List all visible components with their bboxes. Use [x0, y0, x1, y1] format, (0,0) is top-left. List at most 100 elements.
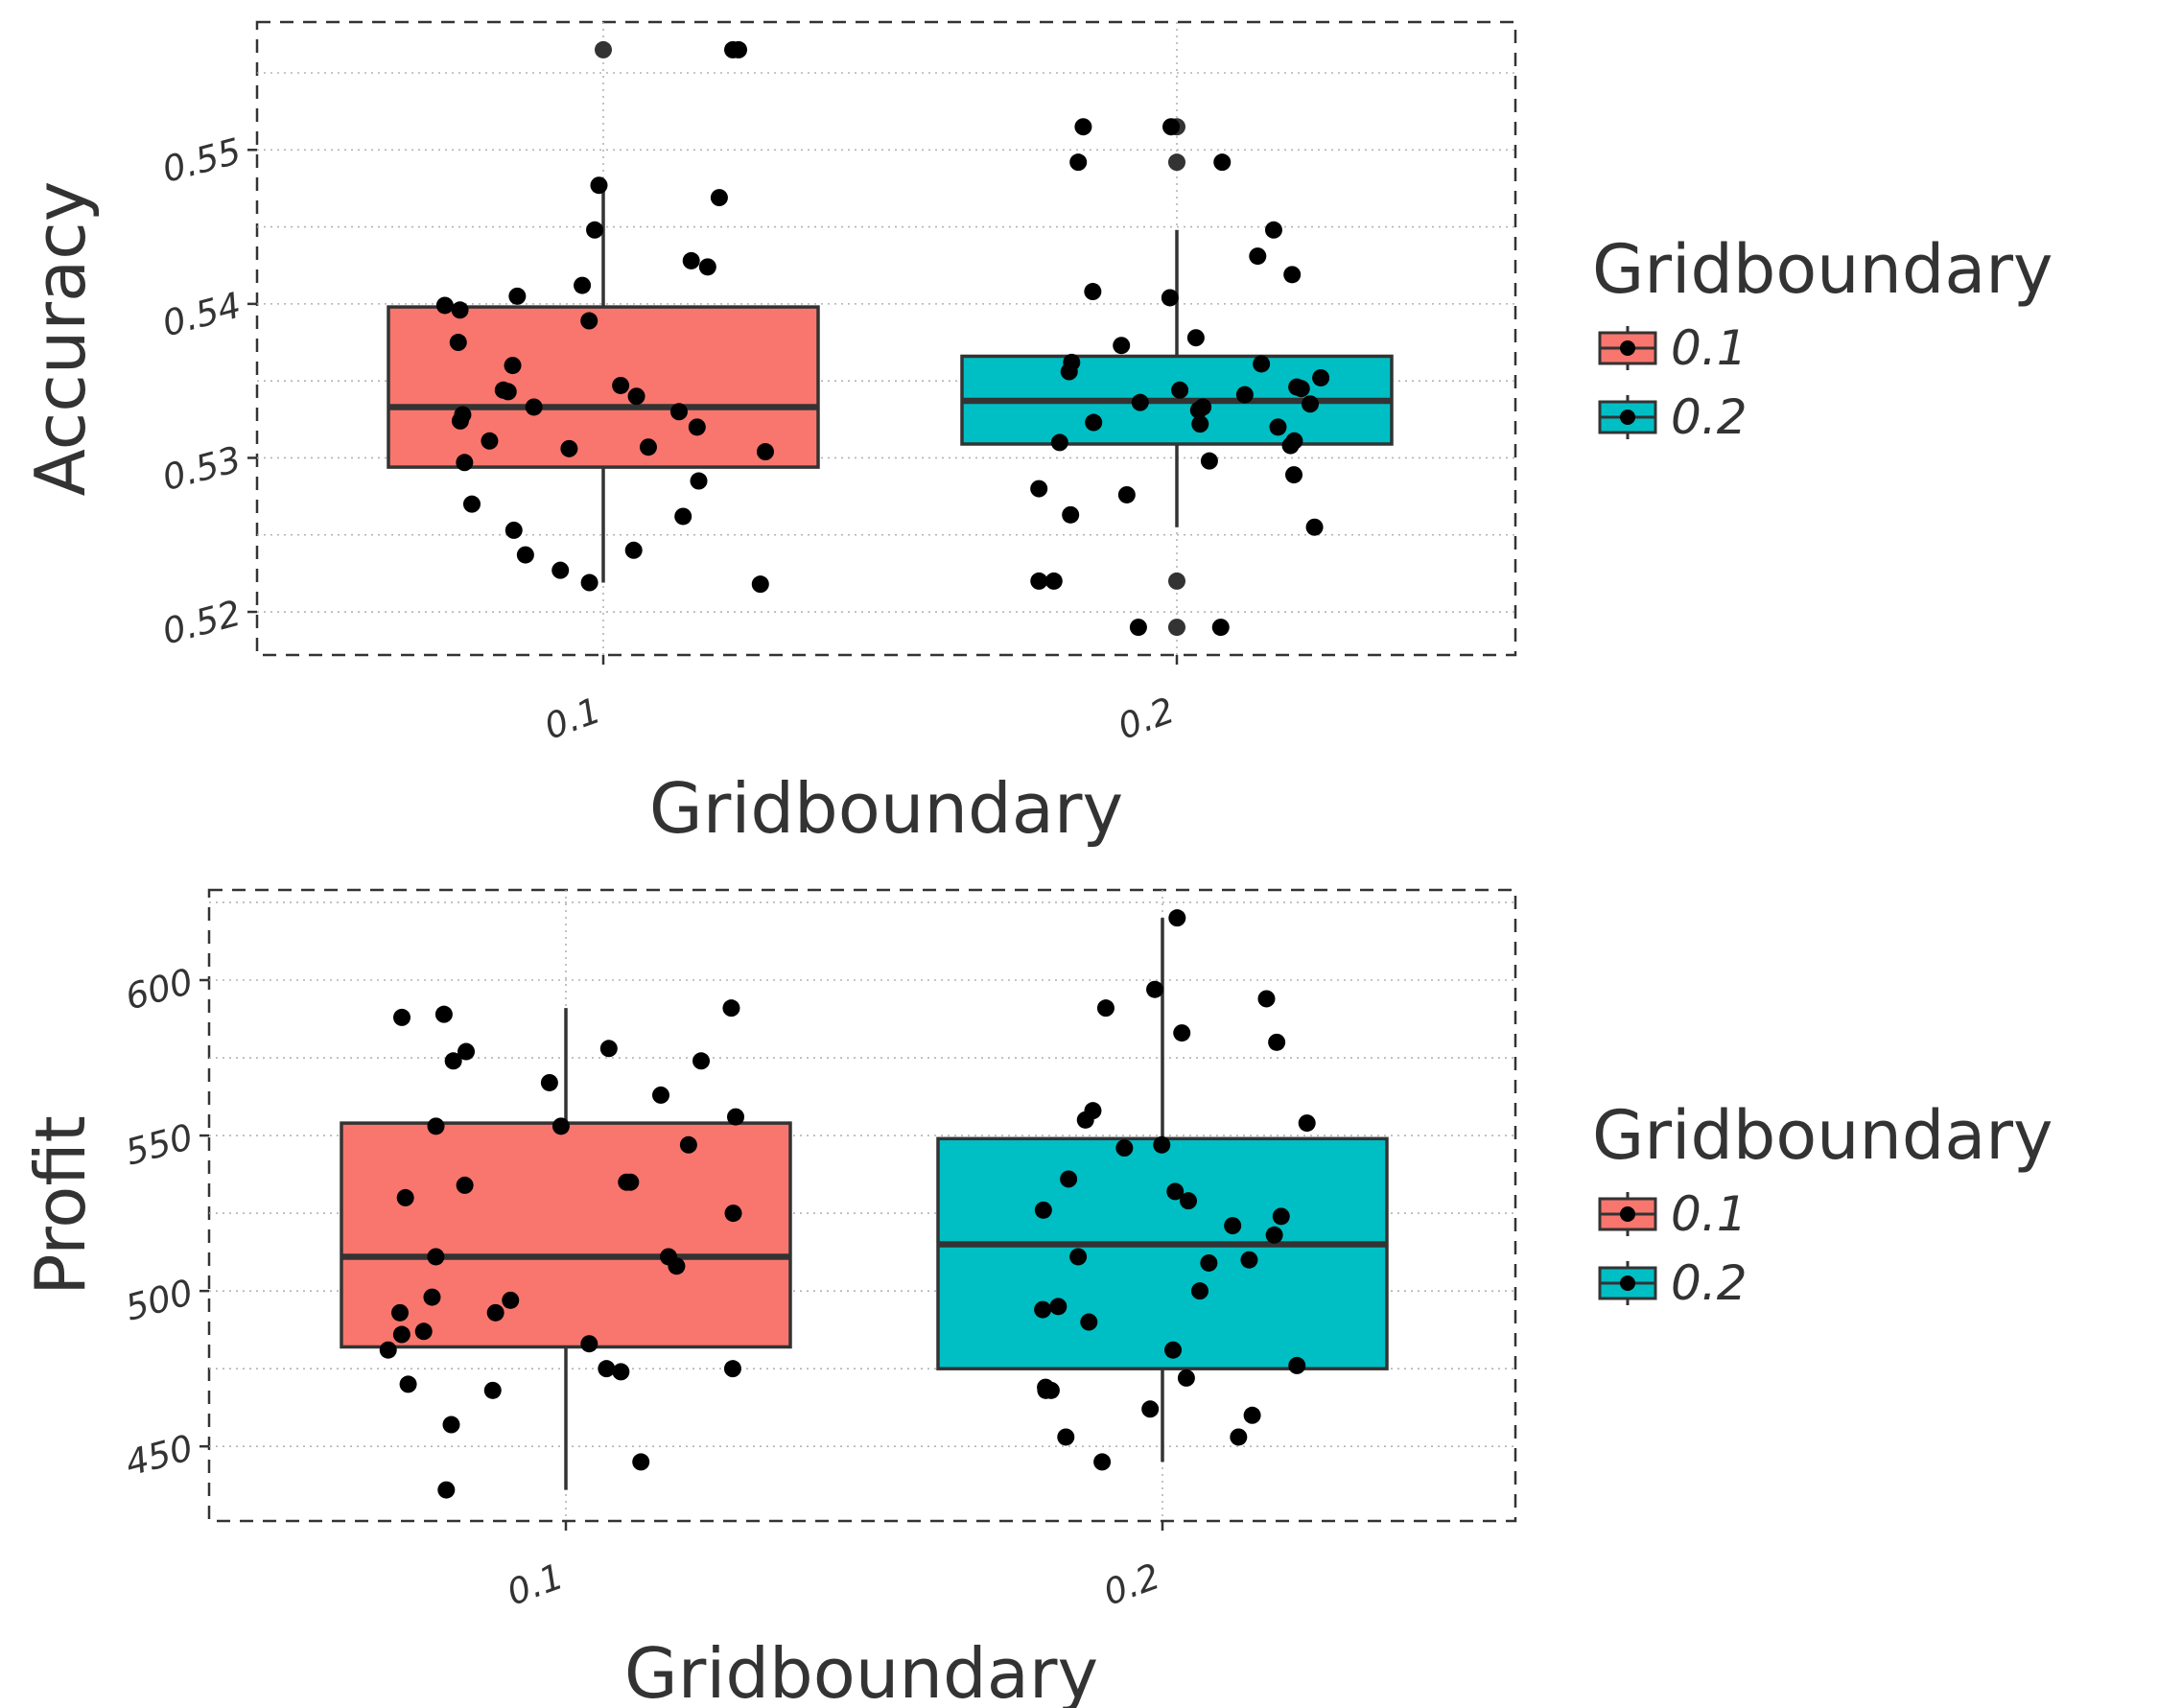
accuracy-data-point [580, 312, 598, 330]
accuracy-data-point [1131, 393, 1149, 411]
profit-y-tick-label: 500 [121, 1272, 197, 1329]
profit-points [379, 909, 1316, 1499]
accuracy-data-point [1285, 466, 1303, 484]
accuracy-data-point [1074, 118, 1092, 136]
accuracy-data-point [1249, 247, 1267, 266]
profit-data-point [723, 1360, 741, 1378]
profit-data-point [724, 1205, 742, 1223]
profit-data-point [1240, 1251, 1258, 1269]
profit-data-point [1166, 1182, 1185, 1201]
accuracy-data-point [698, 258, 716, 276]
accuracy-data-point [1084, 283, 1102, 301]
accuracy-x-axis-title: Gridboundary [649, 768, 1123, 849]
profit-data-point [1076, 1111, 1094, 1129]
profit-data-point [1257, 990, 1276, 1008]
accuracy-panel: 0.52 0.53 0.54 0.55 0.1 0.2 Gridboundary Acc… [20, 20, 2053, 849]
profit-y-ticks: 450 500 550 600 [121, 961, 209, 1485]
accuracy-data-point [1283, 266, 1302, 284]
accuracy-x-tick-label: 0.1 [539, 690, 606, 748]
profit-x-tick-label: 0.1 [502, 1556, 569, 1614]
accuracy-outlier-point [1168, 153, 1185, 172]
profit-data-point [580, 1335, 598, 1353]
accuracy-data-point [1113, 337, 1131, 355]
profit-data-point [1164, 1341, 1183, 1359]
profit-data-point [727, 1108, 745, 1126]
accuracy-data-point [456, 454, 474, 472]
profit-data-point [551, 1117, 570, 1135]
profit-data-point [437, 1481, 456, 1499]
accuracy-legend-label-0-2: 0.2 [1671, 389, 1748, 445]
accuracy-outlier-point [1168, 572, 1185, 590]
profit-data-point [456, 1176, 474, 1194]
profit-data-point [392, 1325, 411, 1344]
accuracy-legend-label-0-1: 0.1 [1671, 320, 1748, 376]
accuracy-y-tick-label: 0.53 [158, 438, 246, 499]
accuracy-plot-frame [255, 20, 1517, 657]
profit-data-point [1146, 980, 1164, 998]
accuracy-data-point [1069, 153, 1088, 172]
profit-legend-label-0-2: 0.2 [1671, 1255, 1748, 1311]
profit-data-point [1243, 1406, 1261, 1424]
accuracy-data-point [1312, 368, 1330, 386]
accuracy-data-point [690, 472, 708, 490]
accuracy-data-point [1062, 505, 1080, 524]
profit-x-ticks: 0.1 0.2 [502, 1521, 1165, 1614]
accuracy-data-point [756, 443, 774, 461]
profit-box-0-2 [936, 1136, 1389, 1370]
profit-data-point [393, 1008, 411, 1026]
accuracy-data-point [462, 495, 481, 513]
profit-data-point [679, 1135, 697, 1154]
profit-data-point [1042, 1381, 1060, 1399]
profit-data-point [1049, 1298, 1068, 1316]
accuracy-data-point [1305, 518, 1324, 536]
accuracy-data-point [1060, 363, 1078, 381]
profit-data-point [502, 1291, 520, 1309]
accuracy-data-point [688, 418, 706, 436]
accuracy-data-point [1302, 395, 1320, 413]
accuracy-data-point [1292, 380, 1310, 398]
profit-data-point [1034, 1201, 1052, 1219]
profit-data-point [598, 1360, 616, 1378]
profit-data-point [396, 1188, 414, 1206]
profit-legend-label-0-1: 0.1 [1671, 1186, 1748, 1242]
accuracy-data-point [1117, 485, 1136, 503]
profit-data-point [434, 1005, 453, 1023]
profit-legend-title: Gridboundary [1592, 1096, 2053, 1175]
accuracy-y-tick-label: 0.54 [158, 285, 246, 345]
profit-data-point [599, 1040, 618, 1058]
accuracy-x-ticks: 0.1 0.2 [539, 655, 1180, 748]
profit-data-point [692, 1052, 711, 1070]
accuracy-data-point [1191, 415, 1209, 433]
accuracy-data-point [682, 251, 700, 269]
accuracy-data-point [612, 376, 630, 394]
accuracy-data-point [1161, 289, 1179, 307]
accuracy-data-point [627, 387, 645, 406]
accuracy-legend-key-0-1 [1598, 326, 1657, 370]
accuracy-data-point [1186, 329, 1205, 347]
accuracy-data-point [1213, 153, 1232, 172]
profit-data-point [427, 1117, 445, 1135]
profit-data-point [1173, 1024, 1191, 1042]
accuracy-data-point [435, 296, 454, 315]
profit-y-tick-label: 550 [121, 1116, 197, 1174]
profit-data-point [1153, 1135, 1171, 1154]
profit-data-point [414, 1322, 433, 1341]
accuracy-data-point [669, 403, 688, 421]
profit-data-point [427, 1248, 445, 1266]
accuracy-data-point [451, 411, 469, 430]
profit-data-point [483, 1381, 502, 1399]
profit-data-point [486, 1303, 504, 1322]
profit-data-point [1230, 1428, 1248, 1446]
accuracy-data-point [1050, 433, 1068, 452]
profit-data-point [1224, 1217, 1242, 1235]
accuracy-data-point [1171, 381, 1189, 399]
profit-data-point [1288, 1356, 1306, 1374]
profit-data-point [632, 1453, 650, 1471]
accuracy-data-point [624, 541, 643, 559]
accuracy-x-tick-label: 0.2 [1113, 690, 1180, 748]
accuracy-data-point [1129, 619, 1147, 637]
accuracy-y-ticks: 0.52 0.53 0.54 0.55 [158, 130, 257, 653]
profit-legend-key-0-1 [1598, 1192, 1657, 1236]
accuracy-data-point [1211, 619, 1230, 637]
